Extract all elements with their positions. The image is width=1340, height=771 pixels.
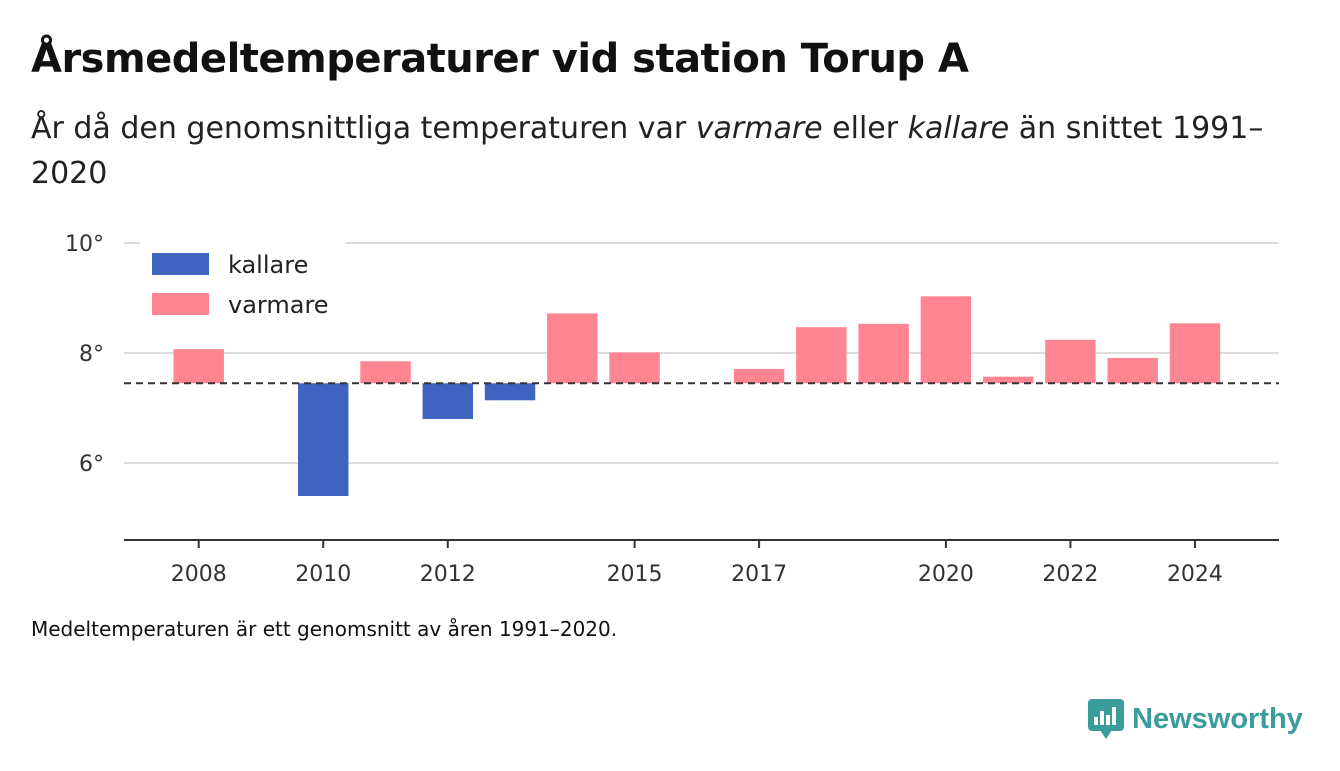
x-tick-label: 2020 [918, 562, 974, 587]
bar-2019-varmare [858, 323, 909, 384]
y-axis-ticks: 6° 8° 10° [65, 232, 104, 477]
x-tick-label: 2015 [607, 562, 663, 587]
x-tick-label: 2017 [731, 562, 787, 587]
bar-2012-kallare [422, 383, 473, 419]
newsworthy-logo-icon [1088, 699, 1124, 739]
bar-2021-varmare [982, 376, 1034, 384]
x-tick-label: 2010 [295, 562, 351, 587]
subtitle-emphasis-colder: kallare [907, 111, 1010, 146]
legend-swatch-varmare [152, 293, 209, 315]
x-tick-label: 2008 [171, 562, 227, 587]
bar-2008-varmare [173, 349, 224, 384]
bars [173, 296, 1221, 496]
y-tick-label: 8° [79, 342, 104, 367]
legend-label-kallare: kallare [228, 251, 308, 279]
bar-2020-varmare [920, 296, 972, 384]
bar-2013-kallare [484, 383, 536, 401]
chart-subtitle: År då den genomsnittliga temperaturen va… [31, 106, 1271, 196]
x-tick-label: 2024 [1167, 562, 1223, 587]
bar-2018-varmare [796, 327, 847, 384]
bar-2014-varmare [547, 313, 598, 384]
subtitle-text-1: År då den genomsnittliga temperaturen va… [31, 111, 696, 146]
y-tick-label: 10° [65, 232, 104, 257]
bar-2022-varmare [1045, 339, 1096, 384]
subtitle-emphasis-warmer: varmare [695, 111, 823, 146]
y-tick-label: 6° [79, 452, 104, 477]
bar-2011-varmare [360, 361, 411, 384]
bar-2023-varmare [1107, 357, 1158, 384]
bar-2010-kallare [298, 383, 349, 496]
bar-chart: 6° 8° 10° 2008 2010 2012 2015 2017 2020 2022 2024… [65, 232, 1279, 587]
subtitle-text-3: än snittet 1991–2020 [31, 111, 1264, 191]
legend-label-varmare: varmare [228, 291, 329, 319]
x-axis-ticks: 2008 2010 2012 2015 2017 2020 2022 2024 [171, 540, 1223, 587]
legend-swatch-kallare [152, 253, 209, 275]
footnote-caption: Medeltemperaturen är ett genomsnitt av å… [31, 617, 618, 641]
legend: kallare varmare [140, 240, 345, 326]
bar-2015-varmare [609, 352, 660, 384]
x-tick-label: 2012 [420, 562, 476, 587]
x-tick-label: 2022 [1042, 562, 1098, 587]
bar-2024-varmare [1169, 323, 1221, 384]
brand-name: Newsworthy [1132, 702, 1303, 735]
brand-logo: Newsworthy [1088, 697, 1303, 741]
bar-2017-varmare [733, 368, 785, 384]
subtitle-text-2: eller [822, 111, 908, 146]
chart-title: Årsmedeltemperaturer vid station Torup A [31, 36, 969, 82]
